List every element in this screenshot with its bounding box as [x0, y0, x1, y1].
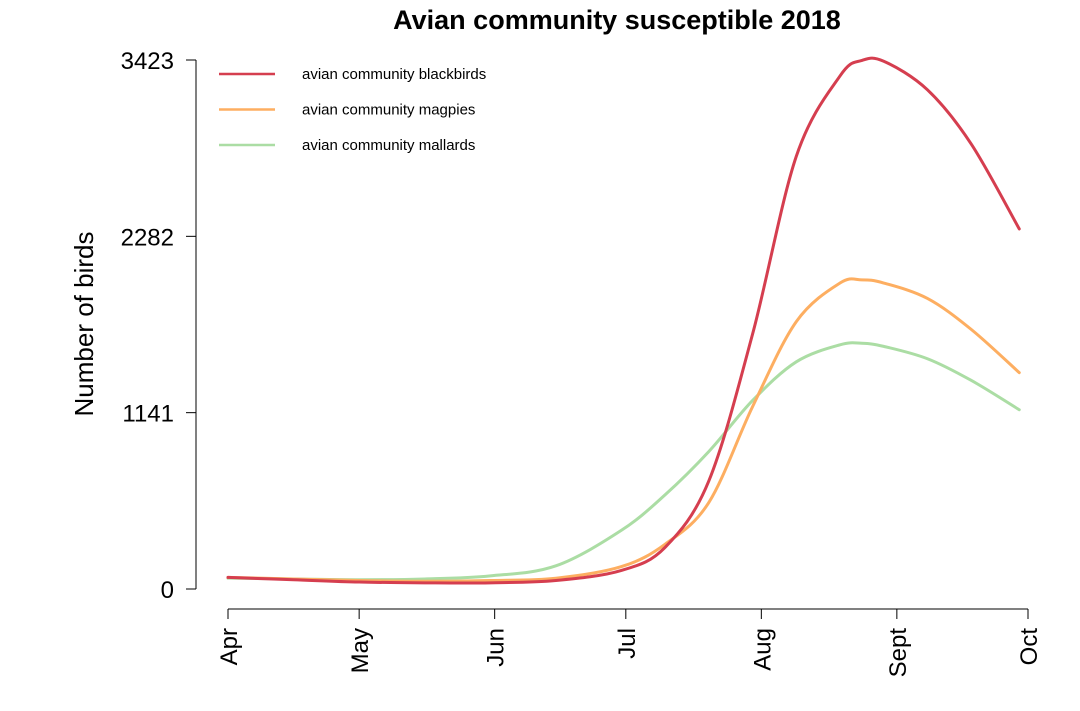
y-axis-label: Number of birds	[69, 232, 99, 417]
axes: 0 1141 2282 3423 Apr May Jun Jul Aug Sept Oct	[121, 48, 1043, 677]
y-tick-label: 1141	[122, 401, 174, 428]
y-tick-label: 3423	[121, 48, 174, 75]
legend-label: avian community magpies	[302, 102, 475, 119]
series-line-magpies	[226, 277, 1021, 583]
chart-title: Avian community susceptible 2018	[393, 5, 841, 35]
x-tick-label: Jul	[614, 628, 641, 659]
x-tick-label: Oct	[1016, 628, 1043, 666]
x-tick-label: May	[347, 628, 374, 673]
y-tick-label: 2282	[121, 224, 174, 251]
x-tick-label: Sept	[885, 628, 912, 678]
x-tick-label: Apr	[216, 628, 243, 665]
series-line-mallards	[226, 341, 1021, 582]
legend-label: avian community mallards	[302, 137, 475, 154]
x-tick-label: Jun	[483, 628, 510, 667]
legend-label: avian community blackbirds	[302, 66, 486, 83]
x-tick-label: Aug	[749, 628, 776, 671]
series-line-blackbirds	[226, 56, 1021, 585]
y-tick-label: 0	[161, 577, 174, 604]
series-lines	[226, 56, 1021, 585]
legend: avian community blackbirds avian communit…	[219, 66, 486, 154]
